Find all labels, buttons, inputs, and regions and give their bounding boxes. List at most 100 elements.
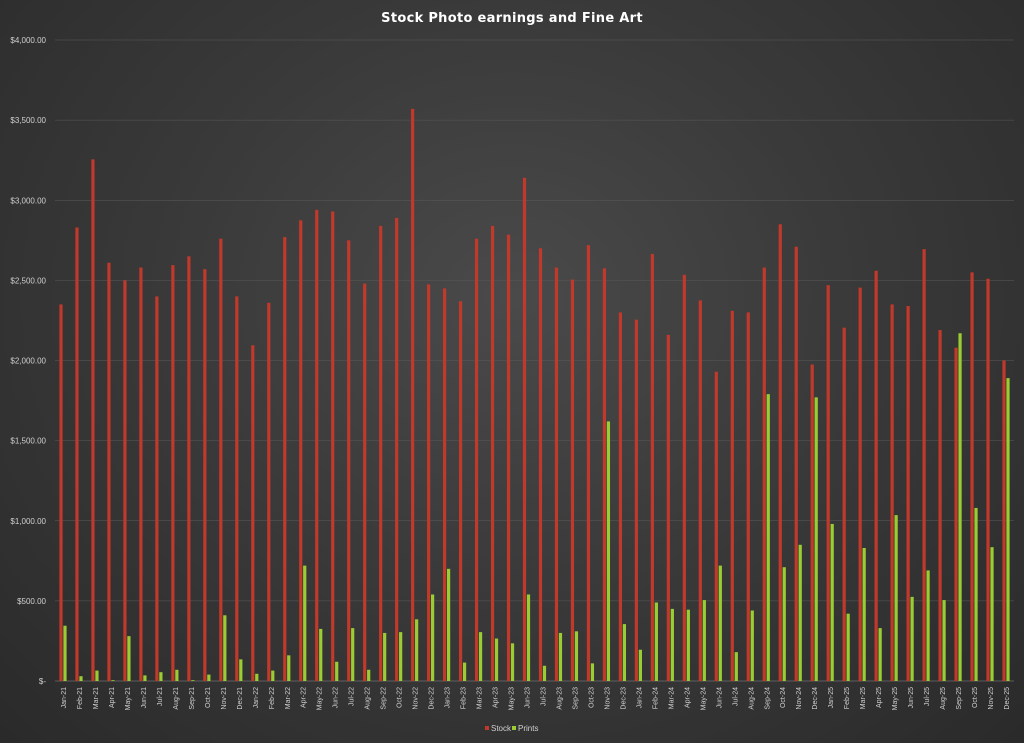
x-tick-label: Feb-25 [844,687,851,709]
bars [59,108,1010,682]
prints-bar [446,568,451,681]
x-tick-label: Oct-22 [397,687,404,708]
x-tick-label: Sep-21 [189,687,196,710]
stock-bar [906,306,910,681]
prints-bar [734,652,738,681]
x-tick-label: Aug-24 [748,687,755,710]
x-tick-label: Dec-25 [1004,687,1011,710]
stock-bar [91,159,95,682]
prints-bar [143,675,147,681]
stock-bar [714,371,718,681]
prints-bar [175,669,179,681]
stock-bar [75,227,79,681]
stock-bar [986,278,990,681]
stock-bar [778,224,782,681]
stock-bar [235,296,239,681]
x-tick-label: Nov-24 [796,687,803,710]
x-tick-label: Mar-25 [860,687,867,709]
prints-bar [942,600,946,681]
prints-bar [686,609,690,681]
stock-bar [554,267,559,681]
y-tick-label: $4,000.00 [10,36,46,45]
x-tick-label: Aug-21 [173,687,180,710]
x-tick-label: Jan-24 [636,687,643,709]
x-tick-label: Nov-22 [413,687,420,710]
prints-bar [718,565,722,681]
x-tick-label: Oct-24 [780,687,787,708]
prints-bar [303,565,307,681]
stock-bar [283,237,287,682]
x-tick-label: Mar-22 [285,687,292,709]
x-tick-label: Nov-23 [604,687,611,710]
prints-bar [462,662,467,681]
stock-bar [970,272,974,681]
stock-bar [506,234,511,682]
stock-bar [682,274,686,681]
stock-bar [730,310,734,681]
prints-bar [702,600,706,681]
prints-bar [750,610,754,681]
y-tick-label: $2,500.00 [10,276,46,285]
prints-bar [510,643,515,681]
y-tick-label: $1,000.00 [10,517,46,526]
stock-bar [363,283,367,681]
x-tick-label: Jul-22 [349,687,356,706]
prints-bar [526,594,531,681]
x-tick-label: Dec-23 [620,687,627,710]
stock-bar [826,285,830,681]
stock-bar [842,327,846,681]
legend-label-stock: Stock [491,724,512,733]
x-tick-label: Jul-23 [540,687,547,706]
prints-bar [431,594,435,681]
x-tick-label: Nov-25 [988,687,995,710]
stock-bar [666,334,670,681]
prints-bar [606,421,611,681]
stock-bar [954,347,958,681]
stock-bar [347,240,351,681]
x-tick-label: Jul-21 [157,687,164,706]
stock-bar [331,211,335,681]
prints-bar [478,632,483,681]
stock-bar [474,238,479,681]
x-tick-label: Jun-23 [525,687,532,709]
prints-bar [990,547,994,681]
x-tick-label: Dec-24 [812,687,819,710]
prints-bar [846,613,850,681]
stock-bar [538,248,543,681]
stock-bar [586,245,591,681]
stock-bar [522,177,527,681]
stock-bar [490,225,495,681]
stock-bar [810,364,814,681]
stock-bar [203,269,207,681]
stock-bar [299,220,303,681]
x-tick-label: May-21 [125,687,132,710]
x-tick-label: Mar-23 [477,687,484,709]
prints-bar [862,547,866,681]
x-tick-label: Jan-22 [253,687,260,709]
stock-bar [219,238,223,681]
stock-bar [858,287,862,681]
prints-bar [239,659,243,681]
stock-bar [267,302,271,681]
stock-bar [155,296,159,681]
prints-bar [654,602,658,681]
prints-bar [191,680,195,681]
prints-bar [159,672,163,681]
x-tick-label: Aug-22 [365,687,372,710]
x-axis: Jan-21 Feb-21 Mar-21 Apr-21 May-21 Jun-21 Jul-… [61,687,1011,710]
prints-bar [351,628,355,681]
prints-bar [271,670,275,681]
prints-bar [383,632,387,681]
prints-bar [798,544,802,681]
x-tick-label: Feb-22 [269,687,276,709]
x-tick-label: Oct-25 [972,687,979,708]
stock-bar [1002,360,1006,681]
x-tick-label: Sep-25 [956,687,963,710]
x-tick-label: Dec-22 [429,687,436,710]
x-tick-label: Sep-22 [381,687,388,710]
prints-bar [910,596,914,681]
x-tick-label: May-25 [892,687,899,710]
x-tick-label: May-22 [317,687,324,710]
x-tick-label: Aug-25 [940,687,947,710]
prints-bar [958,333,962,681]
